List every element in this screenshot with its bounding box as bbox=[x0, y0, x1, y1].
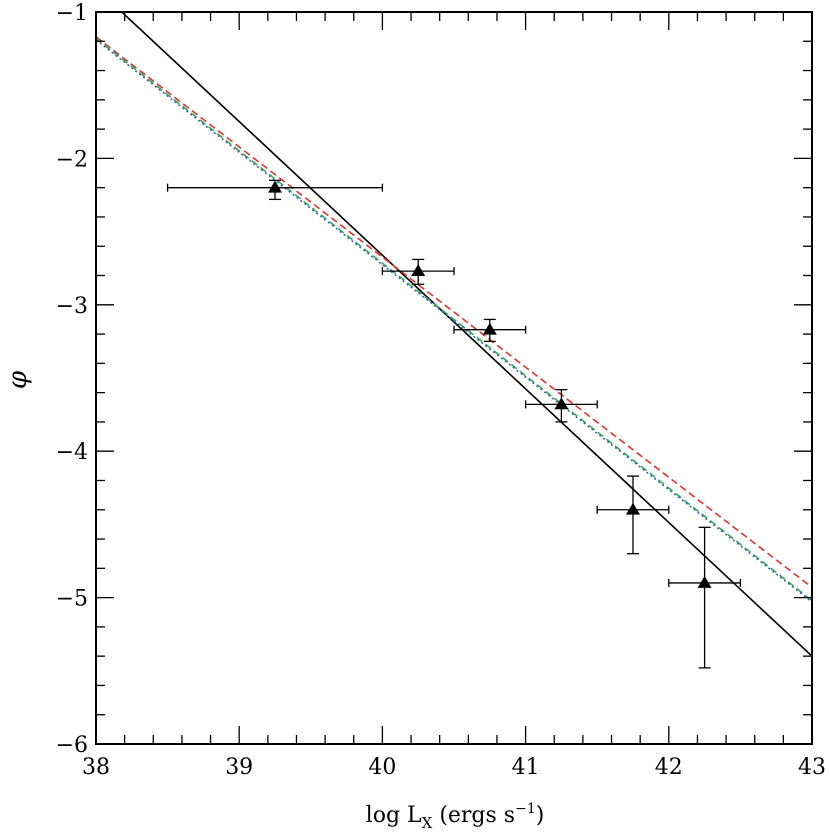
data-point-group bbox=[381, 258, 455, 285]
x-tick-label: 41 bbox=[512, 755, 540, 780]
model-line-1 bbox=[121, 11, 813, 657]
y-tick-label: −3 bbox=[56, 294, 88, 319]
x-tick-label: 38 bbox=[82, 755, 110, 780]
data-point-group bbox=[453, 318, 527, 343]
data-point-marker bbox=[626, 502, 640, 515]
y-tick-label: −2 bbox=[56, 147, 88, 172]
data-point-group bbox=[524, 389, 598, 423]
data-point-group bbox=[668, 526, 742, 669]
data-point-marker bbox=[268, 180, 282, 193]
x-tick-label: 40 bbox=[368, 755, 396, 780]
y-tick-label: −5 bbox=[56, 587, 88, 612]
x-tick-label: 42 bbox=[655, 755, 683, 780]
model-line-3 bbox=[95, 37, 813, 602]
data-points bbox=[166, 179, 742, 669]
x-tick-label: 43 bbox=[798, 755, 826, 780]
data-point-marker bbox=[697, 575, 712, 588]
model-line-4 bbox=[95, 39, 813, 603]
model-line-2 bbox=[95, 36, 813, 588]
data-point-marker bbox=[554, 397, 569, 410]
y-tick-label: −1 bbox=[56, 1, 88, 26]
x-tick-label: 39 bbox=[225, 755, 253, 780]
data-point-group bbox=[596, 475, 670, 555]
x-axis-label: log LX (ergs s−1) bbox=[366, 801, 545, 832]
tick-labels: 38 39 40 41 42 43 −1 −2 −3 −4 −5 −6 bbox=[56, 1, 826, 780]
y-axis-label: φ bbox=[3, 370, 33, 389]
data-point-group bbox=[166, 179, 384, 201]
data-point-marker bbox=[411, 264, 426, 277]
y-tick-label: −6 bbox=[56, 733, 88, 758]
plot-frame bbox=[95, 11, 813, 745]
y-tick-label: −4 bbox=[56, 440, 88, 465]
model-curves bbox=[95, 11, 813, 657]
data-point-marker bbox=[482, 322, 497, 335]
